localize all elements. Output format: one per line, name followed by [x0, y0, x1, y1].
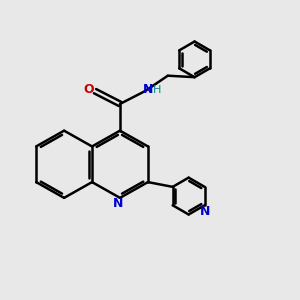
Text: N: N	[113, 197, 124, 210]
Text: N: N	[200, 205, 210, 218]
Text: O: O	[84, 83, 94, 96]
Text: N: N	[143, 83, 153, 96]
Text: H: H	[153, 85, 162, 95]
